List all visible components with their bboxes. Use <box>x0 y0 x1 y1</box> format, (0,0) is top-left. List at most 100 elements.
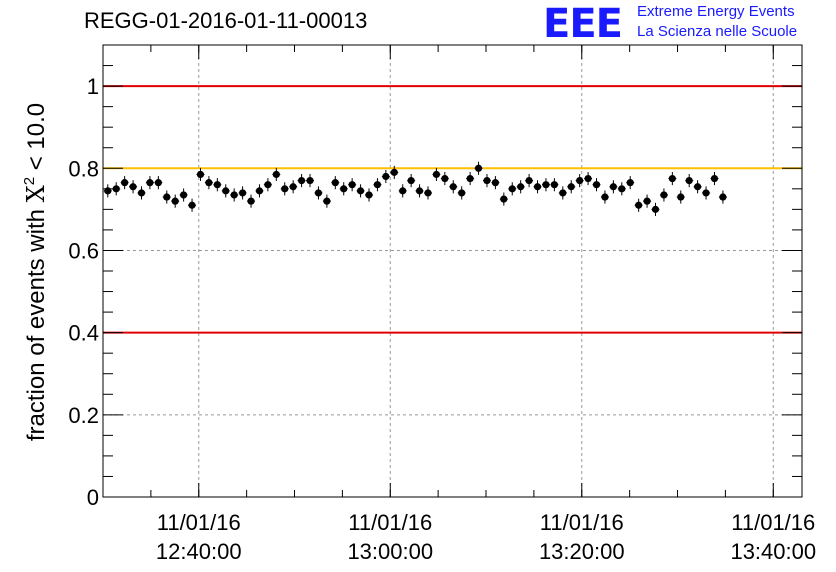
y-axis-label-symbol: X <box>22 185 50 202</box>
eee-logo: EEE <box>543 1 623 47</box>
marker <box>314 189 323 197</box>
x-tick-label-time: 13:40:00 <box>730 539 816 564</box>
marker <box>205 179 213 187</box>
marker <box>601 193 609 201</box>
marker <box>635 201 643 209</box>
data-point <box>466 171 475 186</box>
marker <box>154 179 162 187</box>
data-point <box>314 186 323 200</box>
data-point <box>154 176 163 190</box>
marker <box>255 187 264 195</box>
marker <box>525 177 533 185</box>
data-point <box>306 174 315 188</box>
marker <box>365 191 373 199</box>
data-point <box>541 178 550 192</box>
marker <box>171 197 179 205</box>
data-point <box>188 198 197 212</box>
y-axis-label-superscript: 2 <box>21 177 38 185</box>
marker <box>584 174 592 183</box>
marker <box>146 179 154 187</box>
x-tick-label-time: 13:20:00 <box>539 539 625 564</box>
data-point <box>533 180 542 194</box>
data-point <box>221 184 230 198</box>
data-point <box>171 194 180 208</box>
x-tick-label-date: 11/01/16 <box>348 510 432 535</box>
marker <box>719 193 727 201</box>
data-point <box>702 186 711 200</box>
data-point <box>238 186 247 200</box>
y-tick-label: 0.6 <box>68 238 99 263</box>
x-tick-label-date: 11/01/16 <box>540 510 624 535</box>
plot-frame <box>102 44 803 498</box>
chart-title: REGG-01-2016-01-11-00013 <box>84 8 368 33</box>
marker <box>466 174 474 183</box>
marker <box>356 187 365 195</box>
marker <box>196 170 205 179</box>
x-tick-label-time: 12:40:00 <box>156 539 242 564</box>
data-point <box>609 180 618 194</box>
marker <box>517 183 525 191</box>
data-point <box>423 186 432 200</box>
data-point <box>373 178 382 192</box>
marker <box>685 177 693 185</box>
data-point <box>213 178 222 192</box>
y-axis-label: fraction of events with X2 < 10.0 <box>21 103 50 441</box>
marker <box>441 174 449 183</box>
marker <box>677 193 685 201</box>
grid-lines <box>103 45 802 497</box>
data-point <box>457 186 466 200</box>
data-point <box>499 192 508 206</box>
marker <box>424 189 432 197</box>
data-point <box>685 174 694 188</box>
marker <box>230 191 238 199</box>
data-point <box>331 176 340 190</box>
marker <box>651 205 660 213</box>
data-point <box>137 186 146 200</box>
marker <box>399 187 407 195</box>
data-point <box>112 182 121 196</box>
marker <box>643 197 651 205</box>
data-point <box>584 171 593 186</box>
marker <box>609 183 617 191</box>
data-point <box>693 180 702 194</box>
data-points <box>103 161 727 216</box>
data-point <box>432 167 441 182</box>
data-point <box>617 182 626 196</box>
data-point <box>289 180 298 194</box>
marker <box>567 183 575 191</box>
marker <box>415 187 424 195</box>
marker <box>550 181 558 189</box>
data-point <box>204 176 213 190</box>
marker <box>449 183 457 191</box>
x-tick-label-date: 11/01/16 <box>731 510 815 535</box>
marker <box>180 191 188 199</box>
data-point <box>718 190 727 204</box>
data-point <box>651 202 660 216</box>
data-point <box>339 182 348 196</box>
data-point <box>398 184 407 198</box>
x-tick-label-time: 13:00:00 <box>347 539 433 564</box>
marker <box>281 185 289 193</box>
marker <box>222 187 230 195</box>
y-tick-label: 0.8 <box>68 156 99 181</box>
data-point <box>348 178 357 192</box>
reference-lines <box>103 85 802 334</box>
data-point <box>600 190 609 204</box>
marker <box>112 185 120 193</box>
marker <box>247 197 255 205</box>
marker <box>407 177 415 185</box>
marker <box>626 179 634 187</box>
marker <box>500 195 508 203</box>
y-axis-label-suffix: < 10.0 <box>23 103 50 177</box>
data-point <box>592 178 601 192</box>
marker <box>129 183 137 191</box>
data-point <box>659 188 668 202</box>
marker <box>289 183 297 191</box>
data-point <box>263 178 272 192</box>
data-point <box>474 161 483 175</box>
data-point <box>440 171 449 186</box>
data-point <box>381 169 390 184</box>
marker <box>533 183 542 191</box>
marker <box>340 185 348 193</box>
